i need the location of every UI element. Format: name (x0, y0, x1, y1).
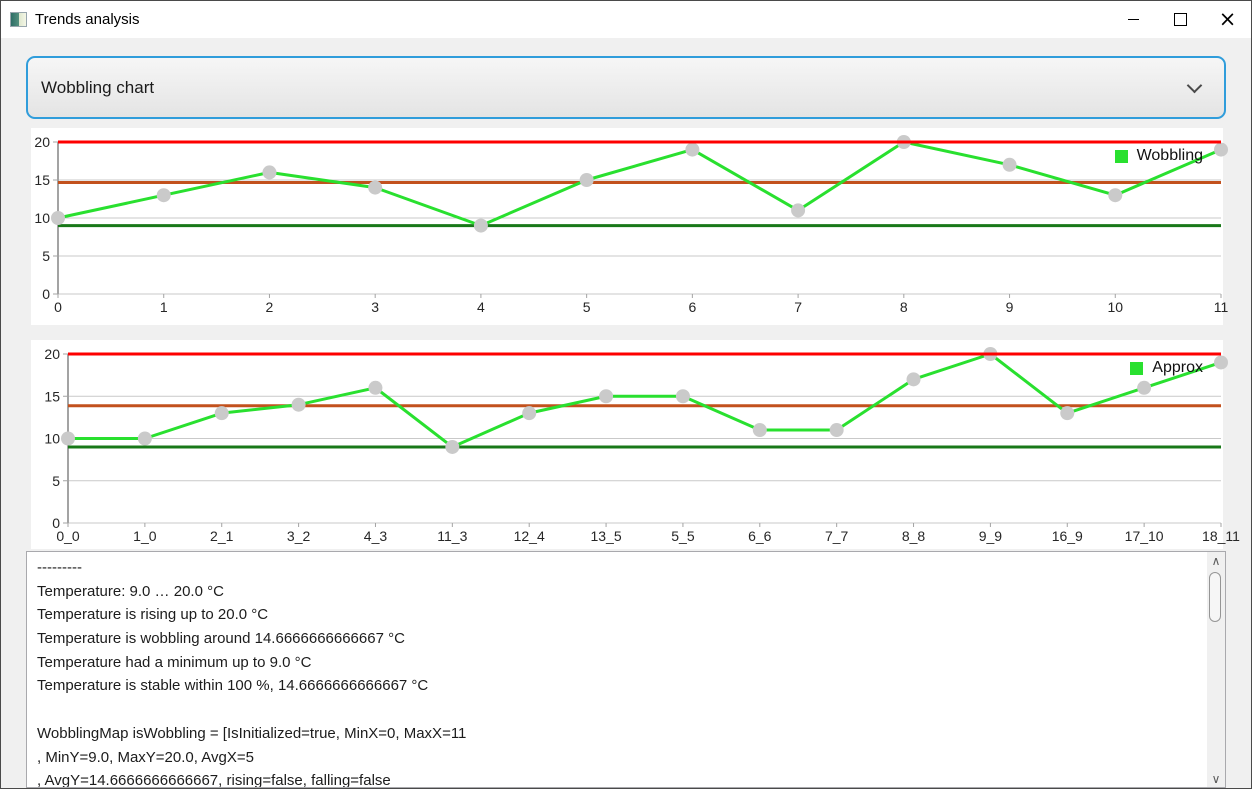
console-line: Temperature is wobbling around 14.666666… (37, 630, 405, 648)
wobbling-chart-panel: 0 5 10 15 20 0 1 2 3 4 5 6 7 8 9 10 11 Wobbling (31, 128, 1228, 325)
console-line: WobblingMap isWobbling = [IsInitialized=… (37, 724, 467, 742)
svg-text:0: 0 (52, 515, 60, 531)
wobbling-legend-swatch-icon (1114, 149, 1128, 163)
svg-text:15: 15 (34, 172, 50, 188)
svg-text:18_11: 18_11 (1202, 528, 1240, 544)
svg-text:16_9: 16_9 (1052, 528, 1083, 544)
console-line: Temperature is rising up to 20.0 °C (37, 606, 269, 624)
vertical-scrollbar[interactable]: ∧ ∨ (1207, 552, 1225, 787)
chevron-down-scroll-icon: ∨ (1211, 771, 1221, 786)
maximize-button[interactable] (1157, 1, 1204, 38)
svg-text:12_4: 12_4 (514, 528, 545, 544)
console-line: , MinY=9.0, MaxY=20.0, AvgX=5 (37, 748, 254, 766)
minimize-icon (1128, 19, 1139, 20)
analysis-output-text[interactable]: --------- Temperature: 9.0 … 20.0 °C Tempe… (27, 552, 1207, 787)
chevron-down-icon (1186, 77, 1203, 93)
svg-text:6: 6 (688, 299, 696, 315)
svg-text:20: 20 (44, 346, 60, 362)
close-button[interactable]: × (1204, 1, 1251, 38)
svg-text:6_6: 6_6 (748, 528, 772, 544)
svg-text:5: 5 (583, 299, 591, 315)
svg-text:0_0: 0_0 (56, 528, 80, 544)
svg-text:2: 2 (266, 299, 274, 315)
console-line: , AvgY=14.6666666666667, rising=false, f… (37, 772, 391, 787)
svg-text:2_1: 2_1 (210, 528, 234, 544)
maximize-icon (1174, 13, 1187, 26)
window-buttons: × (1110, 1, 1251, 38)
close-icon: × (1218, 7, 1237, 31)
svg-text:10: 10 (1107, 299, 1123, 315)
console-line: Temperature: 9.0 … 20.0 °C (37, 582, 224, 600)
svg-text:20: 20 (34, 134, 50, 150)
svg-text:1_0: 1_0 (133, 528, 157, 544)
svg-text:3_2: 3_2 (287, 528, 311, 544)
minimize-button[interactable] (1110, 1, 1157, 38)
app-icon (10, 12, 27, 27)
svg-text:3: 3 (371, 299, 379, 315)
svg-text:13_5: 13_5 (590, 528, 621, 544)
svg-text:10: 10 (34, 210, 50, 226)
svg-text:5_5: 5_5 (671, 528, 695, 544)
svg-text:11_3: 11_3 (437, 528, 467, 544)
svg-text:10: 10 (44, 431, 60, 447)
wobbling-legend: Wobbling (1114, 147, 1203, 165)
scroll-down-button[interactable]: ∨ (1207, 770, 1225, 787)
window-title: Trends analysis (35, 11, 140, 28)
titlebar[interactable]: Trends analysis × (1, 1, 1251, 38)
console-line (37, 701, 1201, 725)
svg-text:0: 0 (42, 286, 50, 302)
svg-text:4_3: 4_3 (364, 528, 388, 544)
svg-text:9: 9 (1006, 299, 1014, 315)
approx-chart-panel: 0 5 10 15 20 0_0 1_0 2_1 3_2 4_3 11_3 12_4 13_5 5_5 6_… (31, 340, 1240, 549)
svg-text:5: 5 (42, 248, 50, 264)
svg-text:4: 4 (477, 299, 485, 315)
scroll-up-button[interactable]: ∧ (1207, 552, 1225, 569)
svg-text:7_7: 7_7 (825, 528, 849, 544)
analysis-output-textbox[interactable]: --------- Temperature: 9.0 … 20.0 °C Tempe… (26, 551, 1226, 788)
approx-legend: Approx (1130, 359, 1203, 377)
console-line: Temperature had a minimum up to 9.0 °C (37, 653, 312, 671)
svg-text:5: 5 (52, 473, 60, 489)
chart-type-dropdown[interactable]: Wobbling chart (26, 56, 1226, 119)
svg-text:15: 15 (44, 388, 60, 404)
chart-type-selected-value: Wobbling chart (41, 77, 155, 97)
wobbling-chart-plot[interactable]: 0 5 10 15 20 0 1 2 3 4 5 6 7 8 9 10 11 (31, 128, 1228, 325)
svg-text:9_9: 9_9 (979, 528, 1003, 544)
svg-text:0: 0 (54, 299, 62, 315)
approx-legend-label: Approx (1152, 359, 1203, 376)
scrollbar-thumb[interactable] (1209, 572, 1221, 622)
console-line: Temperature is stable within 100 %, 14.6… (37, 677, 429, 695)
chevron-up-icon: ∧ (1211, 553, 1221, 568)
svg-text:7: 7 (794, 299, 802, 315)
svg-text:8: 8 (900, 299, 908, 315)
wobbling-legend-label: Wobbling (1136, 147, 1203, 164)
svg-text:1: 1 (160, 299, 168, 315)
svg-text:17_10: 17_10 (1125, 528, 1164, 544)
svg-text:11: 11 (1214, 299, 1229, 315)
approx-chart-plot[interactable]: 0 5 10 15 20 0_0 1_0 2_1 3_2 4_3 11_3 12_4 13_5 5_5 6_… (31, 340, 1240, 549)
approx-legend-swatch-icon (1130, 361, 1144, 375)
svg-text:8_8: 8_8 (902, 528, 926, 544)
console-line: --------- (37, 559, 82, 576)
